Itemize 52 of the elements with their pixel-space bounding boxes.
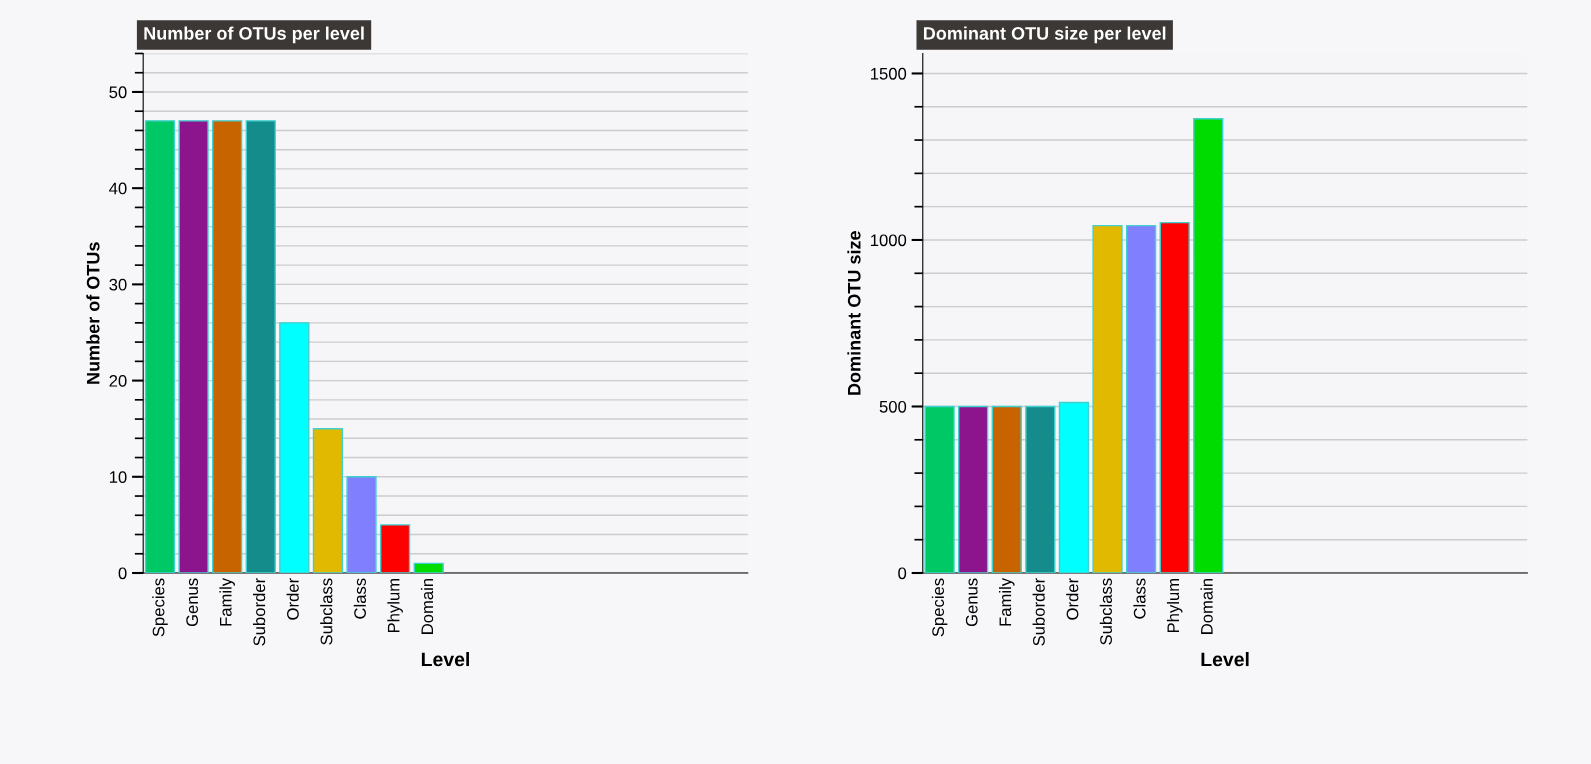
x-tick-label: Suborder [252, 578, 266, 646]
y-tick-label: 20 [109, 374, 127, 387]
bar [245, 120, 276, 573]
bar [1058, 401, 1090, 573]
bar [1159, 221, 1190, 573]
y-tick-label: 1000 [871, 234, 907, 247]
x-tick-label: Species [152, 578, 168, 637]
x-axis-title: Level [1201, 651, 1249, 667]
x-tick-label: Suborder [1032, 578, 1045, 646]
y-tick-label: 1500 [871, 67, 907, 80]
bar [991, 405, 1022, 573]
bar [346, 476, 377, 573]
bar [1092, 224, 1123, 573]
x-tick-label: Genus [186, 578, 199, 627]
x-tick-label: Species [931, 578, 948, 637]
x-tick-label: Domain [1200, 578, 1213, 634]
y-tick-label: 50 [109, 86, 127, 99]
y-tick-label: 40 [109, 182, 127, 195]
bar [379, 524, 411, 573]
x-tick-label: Genus [965, 578, 978, 627]
y-tick-label: 10 [109, 471, 127, 483]
x-tick-label: Order [286, 578, 299, 620]
x-tick-label: Family [219, 577, 235, 626]
x-tick-label: Class [1133, 578, 1146, 619]
bar [958, 405, 989, 573]
y-tick-label: 0 [898, 567, 907, 580]
x-tick-label: Subclass [1099, 578, 1112, 645]
x-axis-title: Level [421, 651, 469, 667]
y-axis-title: Number of OTUs [86, 242, 100, 384]
y-tick-label: 0 [118, 567, 127, 580]
chart-title: Dominant OTU size per level [923, 26, 1166, 44]
x-tick-label: Family [998, 577, 1015, 626]
bar [312, 427, 344, 573]
bar [212, 120, 243, 573]
y-axis-title: Dominant OTU size [847, 231, 861, 395]
bar [924, 405, 955, 573]
bar [1025, 405, 1056, 573]
chart-title: Number of OTUs per level [144, 26, 364, 44]
x-tick-label: Phylum [387, 578, 403, 633]
bar [178, 120, 209, 573]
x-tick-label: Subclass [320, 578, 333, 645]
bar [1125, 224, 1157, 573]
bar [144, 120, 176, 573]
bar [413, 562, 444, 573]
x-tick-label: Order [1066, 578, 1079, 620]
bar [279, 322, 310, 573]
y-tick-label: 500 [879, 400, 907, 413]
x-tick-label: Phylum [1166, 578, 1183, 633]
y-tick-label: 30 [109, 278, 127, 291]
x-tick-label: Class [353, 578, 366, 619]
bar [1193, 118, 1224, 573]
x-tick-label: Domain [420, 578, 434, 634]
